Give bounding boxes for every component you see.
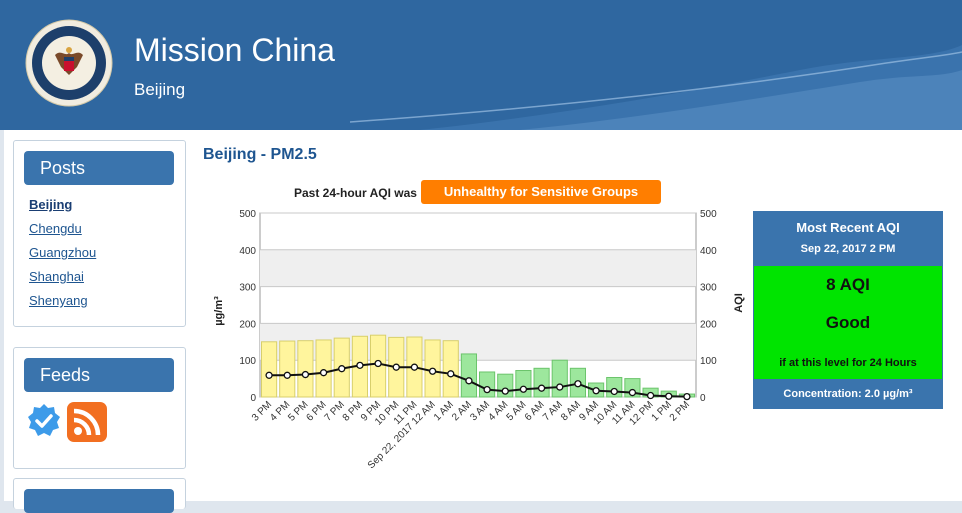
aqi-point [519,385,528,393]
post-link-guangzhou[interactable]: Guangzhou [29,245,97,260]
aqi-point [646,391,655,400]
aqi-point [374,359,382,368]
y-tick-right: 400 [700,246,717,257]
x-tick-label: 4 PM [268,399,292,423]
aqi-point [683,392,691,401]
x-tick-label: 1 PM [650,399,674,423]
chart-grid [260,212,696,398]
posts-panel: Posts Beijing Chengdu Guangzhou Shanghai… [13,140,186,327]
x-tick-label: 7 PM [323,399,347,423]
aqi-line [265,359,691,401]
most-recent-datetime: Sep 22, 2017 2 PM [800,243,896,255]
post-link-shanghai[interactable]: Shanghai [29,269,84,284]
aqi-point [465,377,473,385]
aqi-point [428,367,437,375]
aqi-point [501,387,509,395]
aqi-point [265,371,273,379]
department-of-state-seal-icon [25,19,113,107]
concentration-bars [261,334,696,398]
aqi-point [338,365,346,373]
y-tick-left: 200 [239,319,256,330]
aqi-point [319,369,328,377]
aqi-point [447,370,455,378]
post-link-chengdu[interactable]: Chengdu [29,221,82,236]
y-tick-right: 200 [700,319,717,330]
site-title: Mission China [134,32,335,68]
grid-band [260,323,696,361]
y-tick-left: 300 [239,283,256,294]
x-tick-label: 1 AM [432,399,456,423]
page-title: Beijing - PM2.5 [203,146,317,163]
x-tick-label: 3 AM [468,399,492,423]
post-link-beijing[interactable]: Beijing [29,197,73,212]
bar [279,340,296,398]
x-tick-label: 2 AM [450,399,474,423]
rss-icon[interactable] [67,402,107,442]
bar [460,353,478,398]
feeds-heading: Feeds [24,358,174,392]
x-tick-label: 8 PM [341,399,365,423]
aqi-point [410,363,419,371]
aqi-category: Good [825,313,871,332]
y-tick-left: 100 [239,356,256,367]
bar [261,341,278,398]
aqi-point [628,388,637,397]
aqi-point [356,361,364,370]
feeds-panel: Feeds [13,347,186,469]
y-tick-left: 0 [250,393,256,404]
aqi-point [574,380,582,388]
bar [442,340,459,398]
aqi-point [301,370,310,379]
past-24h-category-badge: Unhealthy for Sensitive Groups [421,180,661,204]
third-panel [13,478,186,513]
x-tick-label: 6 PM [304,399,328,423]
y-axis-left-label: µg/m³ [213,296,225,326]
bar [515,370,532,398]
aqi-point [537,384,546,392]
aqi-point [283,371,291,379]
y-tick-left: 500 [239,209,256,220]
y-tick-right: 300 [700,283,717,294]
header-wave [349,45,962,130]
x-tick-label: 5 PM [286,399,310,423]
bar [297,340,314,398]
y-tick-left: 400 [239,246,256,257]
y-tick-right: 500 [700,209,717,220]
most-recent-aqi-panel: Most Recent AQI Sep 22, 2017 2 PM 8 AQI … [753,211,943,409]
aqi-point [556,383,564,391]
site-subtitle: Beijing [134,80,186,99]
x-tick-label: 5 AM [505,399,529,423]
plot-frame [259,212,697,398]
x-tick-label: 7 AM [541,399,565,423]
posts-heading: Posts [24,151,174,185]
x-tick-label: 8 AM [559,399,583,423]
bar [551,359,568,398]
concentration-value: Concentration: 2.0 µg/m³ [783,388,913,400]
aqi-status-block: 8 AQI Good if at this level for 24 Hours [754,266,942,379]
aqi-point [392,363,400,371]
third-panel-heading [24,489,174,513]
plot-area [259,212,697,398]
y-tick-right: 100 [700,356,717,367]
bar [315,339,332,398]
bar [533,367,550,398]
aqi-value: 8 AQI [826,275,870,294]
site-header: Mission China Beijing [0,0,962,130]
post-link-shenyang[interactable]: Shenyang [29,293,88,308]
most-recent-heading: Most Recent AQI [796,220,900,235]
grid-band [260,249,696,287]
aqi-note: if at this level for 24 Hours [779,357,917,369]
aqi-point [592,387,600,395]
aqi-point [483,385,491,394]
aqi-point [610,387,618,396]
x-tick-label: 4 AM [486,399,510,423]
past-24h-label: Past 24-hour AQI was [294,186,417,200]
x-tick-label: 6 AM [523,399,547,423]
y-tick-right: 0 [700,393,706,404]
aqi-point [665,392,673,400]
verified-badge-icon[interactable] [25,402,63,440]
y-axis-right-label: AQI [733,293,745,313]
x-tick-label: 2 PM [668,399,692,423]
